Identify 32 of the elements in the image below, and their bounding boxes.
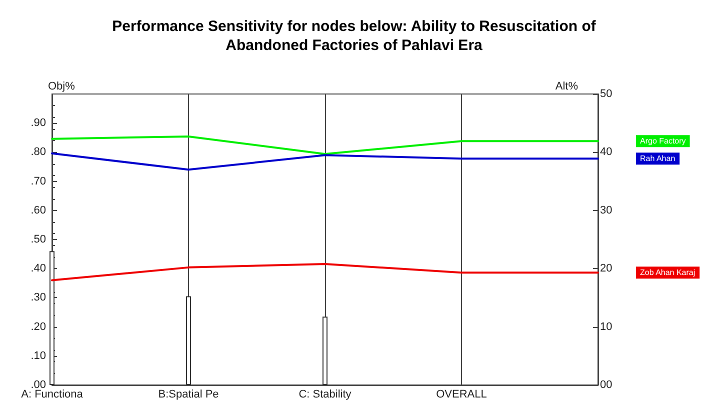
y-tick-label: .30 xyxy=(30,292,46,304)
y-tick-label: .00 xyxy=(30,379,46,391)
line-series xyxy=(51,152,599,171)
bar xyxy=(186,296,191,385)
y-axis-title: Obj% xyxy=(48,80,76,92)
x-tick-label: B:Spatial Pe xyxy=(158,388,219,400)
x-tick-label: OVERALL xyxy=(436,388,487,400)
y2-tick-label: 10 xyxy=(600,320,612,333)
x-tick-label: C: Stability xyxy=(298,388,352,400)
line-series xyxy=(51,262,599,282)
y-tick-label: .90 xyxy=(30,117,46,130)
y-tick-label: .40 xyxy=(30,262,46,275)
bar xyxy=(322,316,328,385)
y-tick-label: .60 xyxy=(30,204,46,216)
bar xyxy=(50,251,54,385)
text: Rah Ahan xyxy=(640,154,676,164)
y2-tick-label: 50 xyxy=(600,88,612,100)
line-series xyxy=(51,135,599,155)
y-tick-label: .50 xyxy=(30,234,46,246)
y2-axis-title: Alt% xyxy=(555,80,578,92)
y2-tick-label: 20 xyxy=(600,262,612,275)
y-tick-label: .80 xyxy=(30,146,46,158)
y-tick-label: .10 xyxy=(30,350,46,362)
x-tick-label: A: Functiona xyxy=(21,388,84,400)
y2-tick-label: 40 xyxy=(600,146,612,158)
chart-title: Performance Sensitivity for nodes below: Ability to Resuscitation of Abandoned Factories of Pahlavi Era xyxy=(112,18,597,54)
y2-tick-label: 00 xyxy=(600,379,612,391)
y2-tick-label: 30 xyxy=(600,204,612,216)
y-tick-label: .70 xyxy=(30,175,46,188)
y-tick-label: .20 xyxy=(30,320,46,333)
text: Argo Factory xyxy=(640,136,686,146)
text: Zob Ahan Karaj xyxy=(640,268,696,278)
